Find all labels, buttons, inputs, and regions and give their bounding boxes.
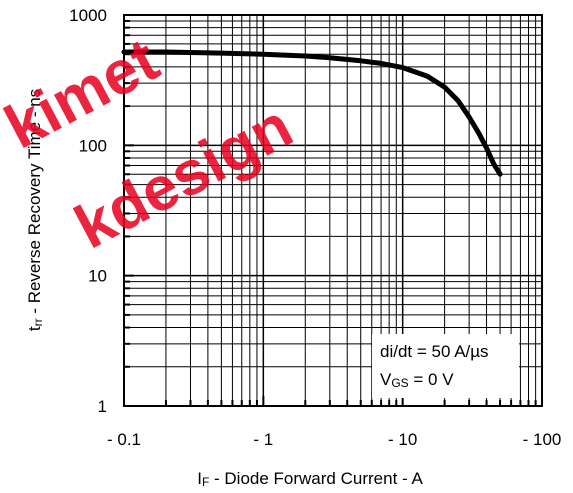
annotation-vgs: VGS = 0 V <box>380 370 454 390</box>
y-tick-label: 1000 <box>69 6 107 25</box>
x-axis-label-sub: F <box>202 475 209 489</box>
y-tick-label: 1 <box>98 397 107 416</box>
annotation-didt: di/dt = 50 A/µs <box>380 342 489 361</box>
x-axis-label-main: I <box>197 469 202 488</box>
y-axis-label-rest: - Reverse Recovery Time - ns <box>25 89 44 319</box>
x-tick-label: - 0.1 <box>107 430 141 449</box>
plot-frame <box>123 14 543 407</box>
x-tick-label: - 1 <box>253 430 273 449</box>
y-tick-label: 10 <box>88 267 107 286</box>
x-tick-label: - 100 <box>523 430 562 449</box>
y-axis-label: trr - Reverse Recovery Time - ns <box>25 89 45 331</box>
y-axis-label-sub: rr <box>31 318 45 326</box>
watermark: kimet kdesign <box>0 25 303 262</box>
annotation-box <box>372 334 519 398</box>
series-line <box>121 49 503 177</box>
y-tick-label: 100 <box>79 136 107 155</box>
annotation-vgs-main: V <box>380 370 392 389</box>
axis-ticks <box>123 14 543 407</box>
x-axis-label: IF - Diode Forward Current - A <box>197 469 423 489</box>
y-axis-label-main: t <box>25 326 44 331</box>
tick-labels: - 0.1 - 1 - 10 - 100 1 10 100 1000 <box>69 6 561 449</box>
annotation-vgs-rest: = 0 V <box>409 370 455 389</box>
annotation-vgs-sub: GS <box>391 376 408 390</box>
x-axis-label-rest: - Diode Forward Current - A <box>209 469 423 488</box>
x-tick-label: - 10 <box>388 430 417 449</box>
